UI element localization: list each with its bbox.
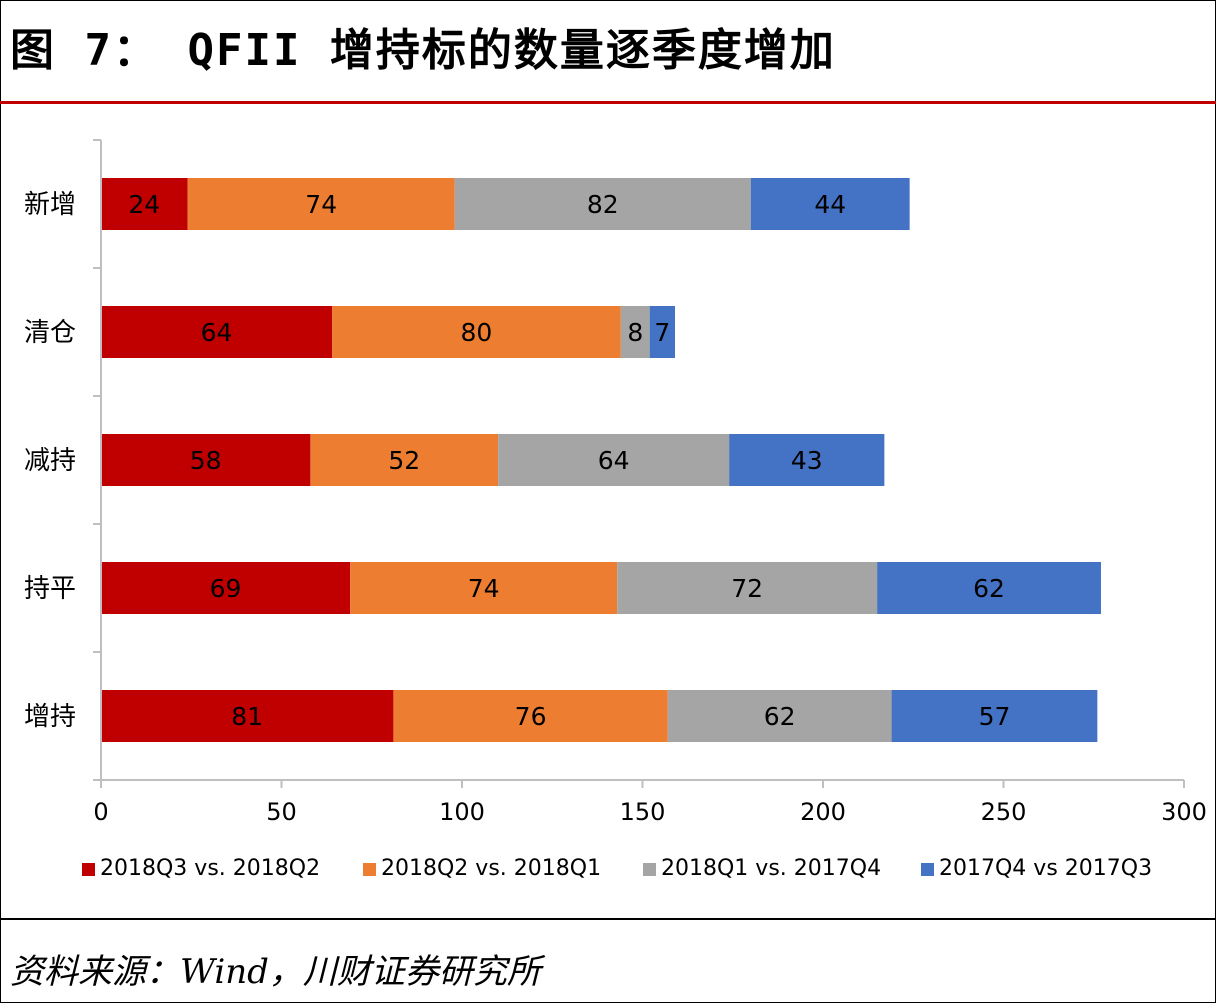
data-label: 43: [791, 446, 823, 475]
bar-segment: [101, 306, 333, 358]
legend-label: 2018Q3 vs. 2018Q2: [100, 856, 320, 881]
bar-segment: [891, 690, 1098, 742]
category-label: 减持: [24, 446, 76, 476]
bar-segment: [617, 562, 878, 614]
bar-segment: [187, 178, 455, 230]
data-label: 72: [731, 574, 763, 603]
legend-label: 2018Q2 vs. 2018Q1: [381, 856, 601, 881]
bar-segment: [877, 562, 1101, 614]
category-label: 清仓: [24, 318, 76, 348]
data-label: 64: [201, 318, 233, 347]
bar-segment: [454, 178, 751, 230]
legend-swatch: [82, 863, 95, 876]
bar-segment: [332, 306, 621, 358]
data-label: 74: [305, 190, 337, 219]
x-tick-label: 150: [620, 798, 666, 826]
data-label: 7: [654, 318, 670, 347]
legend-swatch: [921, 863, 934, 876]
category-label: 新增: [24, 190, 76, 220]
bar-segment: [750, 178, 910, 230]
x-tick-label: 100: [439, 798, 485, 826]
data-label: 82: [587, 190, 619, 219]
data-label: 69: [210, 574, 242, 603]
bars-layer: 24 74 82 44 64 80 8 7 58 52 64 43 69 74 72 62 81 76 62 57: [101, 178, 1101, 742]
legend-swatch: [643, 863, 656, 876]
bar-segment: [649, 306, 675, 358]
figure-title: 图 7： QFII 增持标的数量逐季度增加: [10, 25, 836, 76]
data-label: 58: [190, 446, 222, 475]
data-label: 57: [979, 702, 1011, 731]
bar-segment: [729, 434, 885, 486]
bar-segment: [620, 306, 650, 358]
title-rule: [0, 101, 1216, 104]
data-label: 81: [231, 702, 263, 731]
bar-segment: [101, 434, 311, 486]
legend-label: 2017Q4 vs 2017Q3: [939, 856, 1152, 881]
category-label: 增持: [24, 702, 76, 732]
bar-segment: [310, 434, 499, 486]
data-label: 80: [461, 318, 493, 347]
bar-segment: [101, 178, 188, 230]
x-tick-label: 250: [981, 798, 1027, 826]
data-label: 76: [515, 702, 547, 731]
data-label: 8: [627, 318, 643, 347]
x-tick-label: 50: [266, 798, 297, 826]
data-label: 62: [764, 702, 796, 731]
data-label: 62: [973, 574, 1005, 603]
bar-segment: [350, 562, 618, 614]
data-label: 64: [598, 446, 630, 475]
chart-legend: 2018Q3 vs. 2018Q2 2018Q2 vs. 2018Q1 2018Q1…: [82, 856, 1152, 881]
bar-segment: [667, 690, 892, 742]
bar-segment: [101, 690, 394, 742]
data-label: 44: [814, 190, 846, 219]
bar-segment: [101, 562, 351, 614]
x-tick-label: 0: [93, 798, 108, 826]
stacked-bar-chart: 24 74 82 44 64 80 8 7 58 52 64 43 69 74 72 62 81 76 62 57 新…: [24, 139, 1207, 881]
legend-swatch: [363, 863, 376, 876]
source-rule: [0, 918, 1216, 920]
category-label: 持平: [24, 574, 76, 604]
legend-label: 2018Q1 vs. 2017Q4: [661, 856, 881, 881]
source-note: 资料来源：Wind，川财证券研究所: [10, 952, 541, 992]
bar-segment: [393, 690, 668, 742]
x-tick-label: 300: [1161, 798, 1207, 826]
bar-segment: [498, 434, 730, 486]
data-label: 52: [388, 446, 420, 475]
x-tick-label: 200: [800, 798, 846, 826]
data-label: 74: [468, 574, 500, 603]
data-label: 24: [128, 190, 160, 219]
